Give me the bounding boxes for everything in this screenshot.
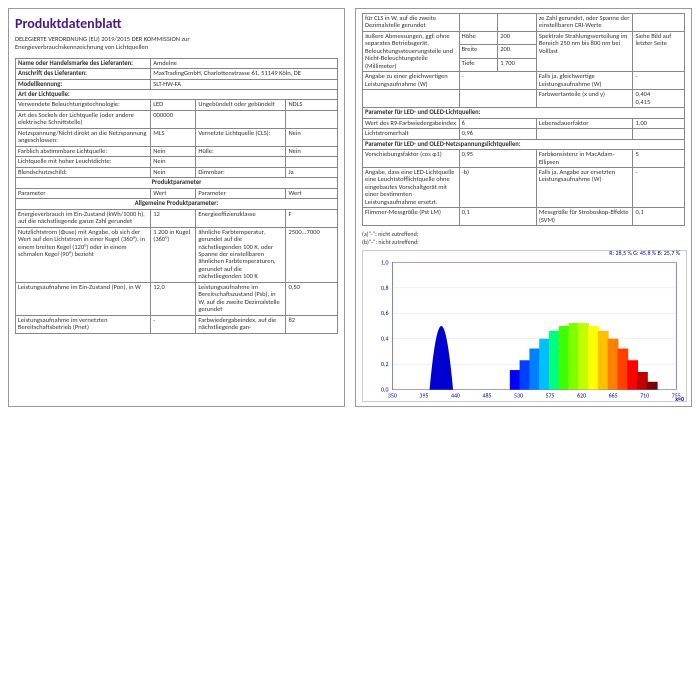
svg-text:530: 530 <box>514 392 523 400</box>
svg-text:440: 440 <box>451 392 460 400</box>
svg-text:0,6: 0,6 <box>381 309 388 317</box>
datasheet: Produktdatenblatt DELEGIERTE VERORDNUNG … <box>8 8 692 407</box>
svg-text:395: 395 <box>419 392 428 400</box>
svg-text:0,2: 0,2 <box>381 360 388 368</box>
svg-text:0,8: 0,8 <box>381 284 388 292</box>
svg-text:485: 485 <box>483 392 492 400</box>
svg-text:575: 575 <box>546 392 555 400</box>
svg-text:710: 710 <box>640 392 649 400</box>
footnotes: (a)"-": nicht zutreffend;(b)"-": nicht z… <box>362 230 685 246</box>
header-table: Name oder Handelsmarke des Lieferanten:A… <box>15 58 338 334</box>
svg-text:620: 620 <box>577 392 586 400</box>
svg-text:665: 665 <box>609 392 618 400</box>
page-title: Produktdatenblatt <box>15 15 338 32</box>
cont-table: für CLS in W, auf die zweite Dezimalstel… <box>362 13 685 226</box>
svg-text:1,0: 1,0 <box>381 259 388 267</box>
svg-text:350: 350 <box>388 392 397 400</box>
svg-text:0,4: 0,4 <box>381 335 388 343</box>
svg-text:0,0: 0,0 <box>381 386 388 394</box>
subtitle: DELEGIERTE VERORDNUNG (EU) 2019/2015 DER… <box>15 36 338 52</box>
spectral-chart: R: 28,5 % G: 45,8 % B: 25,7 % 3503954404… <box>362 250 687 402</box>
right-col: für CLS in W, auf die zweite Dezimalstel… <box>355 8 692 407</box>
left-col: Produktdatenblatt DELEGIERTE VERORDNUNG … <box>8 8 345 407</box>
